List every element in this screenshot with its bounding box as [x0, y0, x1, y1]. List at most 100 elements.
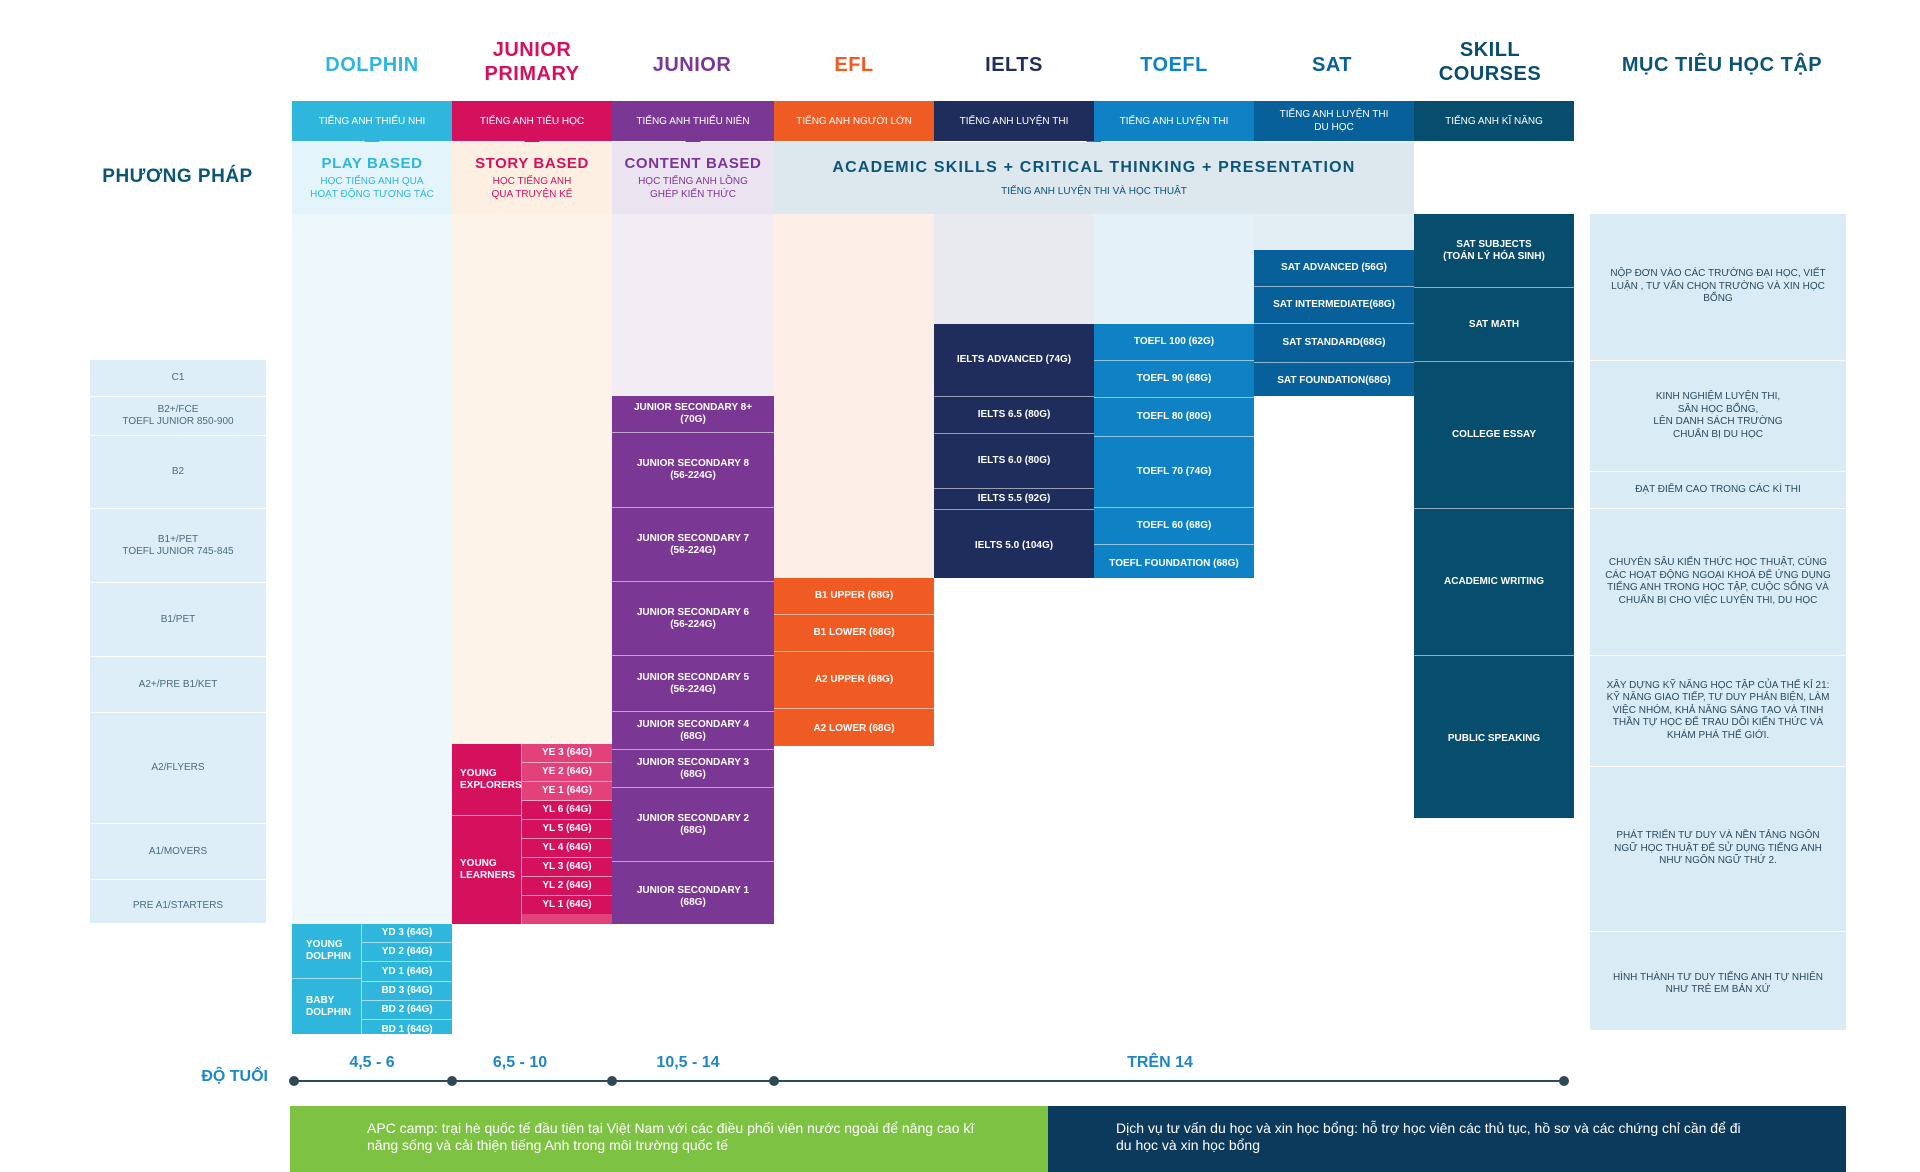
course-item[interactable]: JUNIOR SECONDARY 7 (56-224G): [612, 508, 774, 582]
band-ielts-text: TIẾNG ANH LUYỆN THI: [959, 115, 1069, 127]
group-young-dolphin: YOUNG DOLPHIN: [292, 924, 362, 979]
group-young-learners: YOUNG LEARNERS: [452, 816, 522, 924]
goal-item: KINH NGHIỆM LUYỆN THI, SĂN HỌC BỔNG, LÊN…: [1590, 361, 1846, 472]
course-item[interactable]: IELTS 6.5 (80G): [934, 397, 1094, 434]
course-item[interactable]: B1 UPPER (68G): [774, 578, 934, 615]
bg-dolphin: [292, 214, 452, 924]
junior-primary-block: YOUNG EXPLORERS YOUNG LEARNERS YE 3 (64G…: [452, 744, 612, 924]
goal-item: XÂY DỰNG KỸ NĂNG HỌC TẬP CỦA THẾ KỈ 21: …: [1590, 656, 1846, 767]
course-item[interactable]: YD 2 (64G): [362, 943, 452, 962]
course-item[interactable]: YL 3 (64G): [522, 858, 612, 877]
course-item[interactable]: YL 5 (64G): [522, 820, 612, 839]
course-item[interactable]: BD 2 (64G): [362, 1001, 452, 1020]
course-item[interactable]: IELTS 5.0 (104G): [974, 540, 1054, 551]
band-sat-text: TIẾNG ANH LUYỆN THI DU HỌC: [1279, 109, 1389, 133]
course-item[interactable]: JUNIOR SECONDARY 8+ (70G): [612, 396, 774, 433]
course-item[interactable]: JUNIOR SECONDARY 3 (68G): [612, 750, 774, 788]
course-item[interactable]: SAT FOUNDATION(68G): [1277, 375, 1391, 386]
col-title-dolphin: DOLPHIN: [325, 54, 419, 76]
skills-block: SAT SUBJECTS (TOÁN LÝ HÓA SINH) SAT MATH…: [1414, 214, 1574, 818]
course-item[interactable]: A2 UPPER (68G): [774, 652, 934, 709]
col-title-skill-courses: SKILL COURSES: [1438, 39, 1542, 85]
goal-item: NỘP ĐƠN VÀO CÁC TRƯỜNG ĐẠI HỌC, VIẾT LUẬ…: [1590, 214, 1846, 361]
method-play-based: PLAY BASED HỌC TIẾNG ANH QUA HOẠT ĐỘNG T…: [292, 142, 452, 214]
axis-dot: [447, 1076, 457, 1086]
level-a2: A2/FLYERS: [90, 713, 266, 824]
course-item[interactable]: YE 3 (64G): [522, 744, 612, 763]
bg-toefl: [1094, 214, 1254, 324]
method-story-based-desc: HỌC TIẾNG ANH QUA TRUYỆN KỂ: [491, 176, 573, 200]
band-efl: TIẾNG ANH NGƯỜI LỚN: [774, 101, 934, 141]
course-item[interactable]: TOEFL 100 (62G): [1094, 324, 1254, 361]
course-item[interactable]: JUNIOR SECONDARY 1 (68G): [636, 885, 750, 908]
course-item[interactable]: YE 2 (64G): [522, 763, 612, 782]
course-item[interactable]: SAT ADVANCED (56G): [1254, 250, 1414, 287]
age-range: 10,5 - 14: [656, 1054, 720, 1071]
course-item[interactable]: JUNIOR SECONDARY 5 (56-224G): [612, 656, 774, 712]
method-content-based-desc: HỌC TIẾNG ANH LỒNG GHÉP KIẾN THỨC: [638, 176, 748, 200]
col-title-ielts: IELTS: [985, 54, 1043, 76]
axis-dot: [289, 1076, 299, 1086]
course-item[interactable]: TOEFL 80 (80G): [1094, 398, 1254, 437]
method-academic-skills-desc: TIẾNG ANH LUYỆN THI VÀ HỌC THUẬT: [1001, 185, 1187, 197]
course-item[interactable]: YL 4 (64G): [522, 839, 612, 858]
course-item[interactable]: B1 LOWER (68G): [774, 615, 934, 652]
level-column: C1 B2+/FCE TOEFL JUNIOR 850-900 B2 B1+/P…: [90, 360, 266, 923]
course-item[interactable]: JUNIOR SECONDARY 4 (68G): [612, 712, 774, 750]
course-item[interactable]: COLLEGE ESSAY: [1414, 362, 1574, 509]
course-item[interactable]: PUBLIC SPEAKING: [1447, 733, 1541, 744]
course-item[interactable]: SAT MATH: [1414, 288, 1574, 362]
level-pre-a1: PRE A1/STARTERS: [132, 899, 224, 911]
course-item[interactable]: TOEFL 60 (68G): [1094, 508, 1254, 545]
course-item[interactable]: BD 3 (64G): [362, 982, 452, 1001]
bg-sat: [1254, 214, 1414, 250]
level-b2: B2: [90, 436, 266, 509]
bg-junior: [612, 214, 774, 396]
junior-block: JUNIOR SECONDARY 8+ (70G) JUNIOR SECONDA…: [612, 396, 774, 924]
axis-dot: [607, 1076, 617, 1086]
bg-junior-primary: [452, 214, 612, 744]
course-item[interactable]: JUNIOR SECONDARY 8 (56-224G): [612, 433, 774, 508]
age-range: 6,5 - 10: [492, 1054, 548, 1071]
course-item[interactable]: SAT INTERMEDIATE(68G): [1254, 287, 1414, 324]
band-junior: TIẾNG ANH THIẾU NIÊN: [612, 101, 774, 149]
band-junior-text: TIẾNG ANH THIẾU NIÊN: [636, 115, 750, 127]
level-a2plus: A2+/PRE B1/KET: [90, 657, 266, 713]
level-a1: A1/MOVERS: [90, 824, 266, 880]
course-item[interactable]: SAT STANDARD(68G): [1254, 324, 1414, 363]
course-item[interactable]: IELTS 6.0 (80G): [934, 434, 1094, 489]
method-story-based: STORY BASED HỌC TIẾNG ANH QUA TRUYỆN KỂ: [452, 142, 612, 214]
course-item[interactable]: YL 6 (64G): [522, 801, 612, 820]
course-item[interactable]: ACADEMIC WRITING: [1414, 509, 1574, 656]
course-item[interactable]: TOEFL 90 (68G): [1094, 361, 1254, 398]
course-item[interactable]: YD 3 (64G): [362, 924, 452, 943]
course-item[interactable]: A2 LOWER (68G): [813, 723, 895, 734]
course-item[interactable]: SAT SUBJECTS (TOÁN LÝ HÓA SINH): [1414, 214, 1574, 288]
course-item[interactable]: IELTS 5.5 (92G): [934, 489, 1094, 510]
band-toefl: TIẾNG ANH LUYỆN THI: [1086, 101, 1254, 149]
course-item[interactable]: BD 1 (64G): [381, 1023, 433, 1035]
course-item[interactable]: JUNIOR SECONDARY 2 (68G): [612, 788, 774, 862]
course-item[interactable]: YD 1 (64G): [362, 962, 452, 982]
age-range: TRÊN 14: [1127, 1054, 1193, 1071]
sat-block: SAT ADVANCED (56G) SAT INTERMEDIATE(68G)…: [1254, 250, 1414, 396]
level-b2plus: B2+/FCE TOEFL JUNIOR 850-900: [90, 397, 266, 436]
method-academic-skills: ACADEMIC SKILLS + CRITICAL THINKING + PR…: [774, 142, 1414, 214]
method-label: PHƯƠNG PHÁP: [102, 166, 253, 187]
course-item[interactable]: YE 1 (64G): [522, 782, 612, 801]
junior-primary-items: YE 3 (64G) YE 2 (64G) YE 1 (64G) YL 6 (6…: [522, 744, 612, 924]
group-baby-dolphin: BABY DOLPHIN: [292, 979, 362, 1034]
band-sat: TIẾNG ANH LUYỆN THI DU HỌC: [1254, 101, 1414, 141]
course-item[interactable]: IELTS ADVANCED (74G): [934, 324, 1094, 397]
course-item[interactable]: TOEFL FOUNDATION (68G): [1109, 558, 1239, 569]
age-label: ĐỘ TUỔI: [201, 1068, 268, 1085]
col-title-toefl: TOEFL: [1140, 54, 1208, 76]
goal-column: NỘP ĐƠN VÀO CÁC TRƯỜNG ĐẠI HỌC, VIẾT LUẬ…: [1590, 214, 1846, 1030]
banner-study-abroad: Dịch vụ tư vấn du học và xin học bổng: h…: [1048, 1106, 1846, 1172]
course-item[interactable]: YL 2 (64G): [522, 877, 612, 896]
course-item[interactable]: JUNIOR SECONDARY 6 (56-224G): [612, 582, 774, 656]
band-skill-courses: TIẾNG ANH KĨ NĂNG: [1414, 101, 1574, 141]
course-item[interactable]: TOEFL 70 (74G): [1094, 437, 1254, 508]
age-axis-line: [294, 1080, 1564, 1082]
course-item[interactable]: YL 1 (64G): [522, 896, 612, 914]
